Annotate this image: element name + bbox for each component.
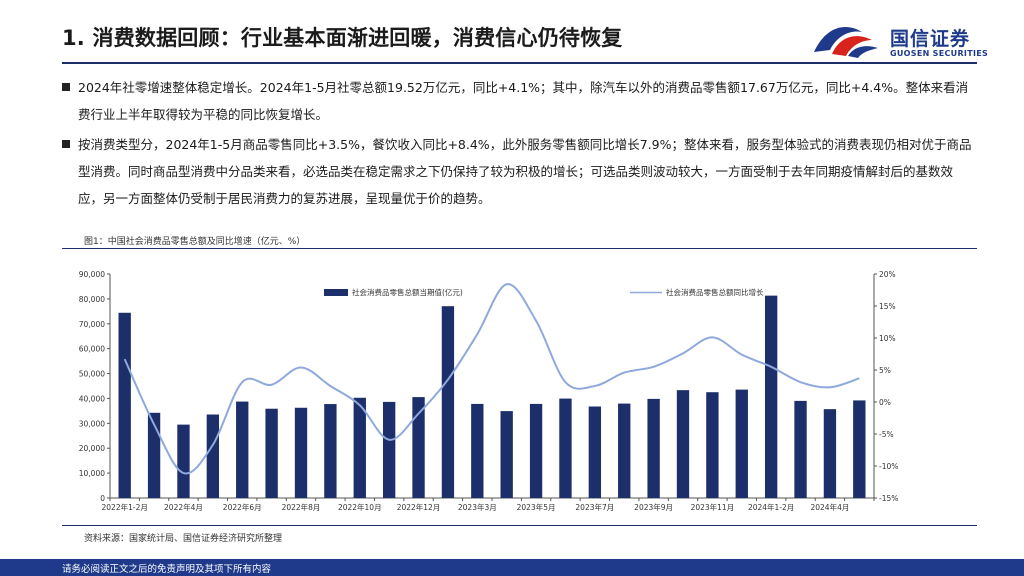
bar [236,401,249,498]
y-right-tick-label: 10% [879,334,896,343]
bar [147,412,161,498]
y-left-tick-label: 50,000 [79,370,105,379]
bar [529,403,543,498]
x-tick-label: 2024年1-2月 [748,502,794,512]
bar [588,406,602,498]
y-left-tick-label: 20,000 [79,444,105,453]
bullet-item: 2024年社零增速整体稳定增长。2024年1-5月社零总额19.52万亿元，同比… [62,74,977,128]
x-tick-label: 2022年12月 [397,502,441,512]
y-right-tick-label: 0% [879,398,891,407]
page-title: 1. 消费数据回顾：行业基本面渐进回暖，消费信心仍待恢复 [62,26,623,50]
bar [794,400,807,498]
bullet-square-icon [62,83,70,91]
figure-caption: 图1：中国社会消费品零售总额及同比增速（亿元、%） [84,237,306,247]
bar [618,403,631,498]
y-left-tick-label: 80,000 [79,295,105,304]
y-left-tick-label: 30,000 [79,419,105,428]
bar [294,407,308,498]
logo-mark-icon [814,26,878,58]
bar [206,414,220,498]
logo-chinese-name: 国信证券 [890,28,971,50]
y-right-tick-label: -10% [879,462,898,471]
figure-source: 资料来源：国家统计局、国信证券经济研究所整理 [84,534,283,544]
figure-divider-bottom [62,525,977,526]
bar [735,389,748,498]
x-tick-label: 2022年6月 [223,502,262,512]
bar [412,397,425,498]
legend-bar-swatch [324,289,348,296]
footer-bar: 请务必阅读正文之后的免责声明及其项下所有内容 [0,559,1024,576]
footer-disclaimer: 请务必阅读正文之后的免责声明及其项下所有内容 [62,564,272,575]
bar [853,400,866,498]
figure-divider-top [62,248,977,249]
bar [353,397,366,498]
x-tick-label: 2022年10月 [338,502,382,512]
y-left-tick-label: 10,000 [79,469,105,478]
x-tick-label: 2024年4月 [810,502,849,512]
x-tick-label: 2023年9月 [634,502,673,512]
y-left-tick-label: 90,000 [79,270,105,279]
logo-english-name: GUOSEN SECURITIES [890,49,989,58]
yoy-growth-line [123,283,860,475]
bullet-text: 按消费类型分，2024年1-5月商品零售同比+3.5%，餐饮收入同比+8.4%，… [78,137,972,206]
bar [441,306,455,498]
bar [118,312,131,498]
y-left-tick-label: 60,000 [79,345,105,354]
bar [764,295,778,498]
bullet-item: 按消费类型分，2024年1-5月商品零售同比+3.5%，餐饮收入同比+8.4%，… [62,131,977,212]
bar [676,390,690,498]
x-tick-label: 2023年3月 [458,502,497,512]
bar [324,404,337,498]
retail-sales-chart: 0 10,000 20,000 30,000 40,000 50,000 60,000 70,… [79,270,899,512]
x-tick-label: 2022年4月 [164,502,203,512]
bullet-square-icon [62,140,70,148]
bar [471,403,484,498]
x-tick-label: 2023年11月 [691,502,735,512]
y-left-tick-label: 0 [100,494,105,503]
y-right-tick-label: 20% [879,270,896,279]
y-right-tick-label: -15% [879,494,898,503]
legend-bar-label: 社会消费品零售总额当期值(亿元) [352,287,463,297]
x-tick-label: 2022年8月 [282,502,321,512]
brand-logo: 国信证券 GUOSEN SECURITIES [812,18,988,62]
x-tick-label: 2022年1-2月 [102,502,148,512]
y-left-tick-label: 70,000 [79,320,105,329]
bar [382,401,396,498]
bullet-text: 2024年社零增速整体稳定增长。2024年1-5月社零总额19.52万亿元，同比… [78,80,969,122]
bar [823,409,837,498]
bar [559,398,572,498]
x-tick-label: 2023年7月 [575,502,614,512]
legend-line-label: 社会消费品零售总额同比增长 [666,287,764,297]
bar [177,424,190,498]
bar [706,392,719,498]
y-right-tick-label: 15% [879,302,896,311]
bar [500,411,513,498]
bullet-list: 2024年社零增速整体稳定增长。2024年1-5月社零总额19.52万亿元，同比… [62,74,977,215]
y-right-tick-label: -5% [879,430,894,439]
bar [265,408,278,498]
header-divider [62,62,977,64]
y-right-tick-label: 5% [879,366,891,375]
x-tick-label: 2023年5月 [517,502,556,512]
bar [647,398,660,498]
y-left-tick-label: 40,000 [79,394,105,403]
